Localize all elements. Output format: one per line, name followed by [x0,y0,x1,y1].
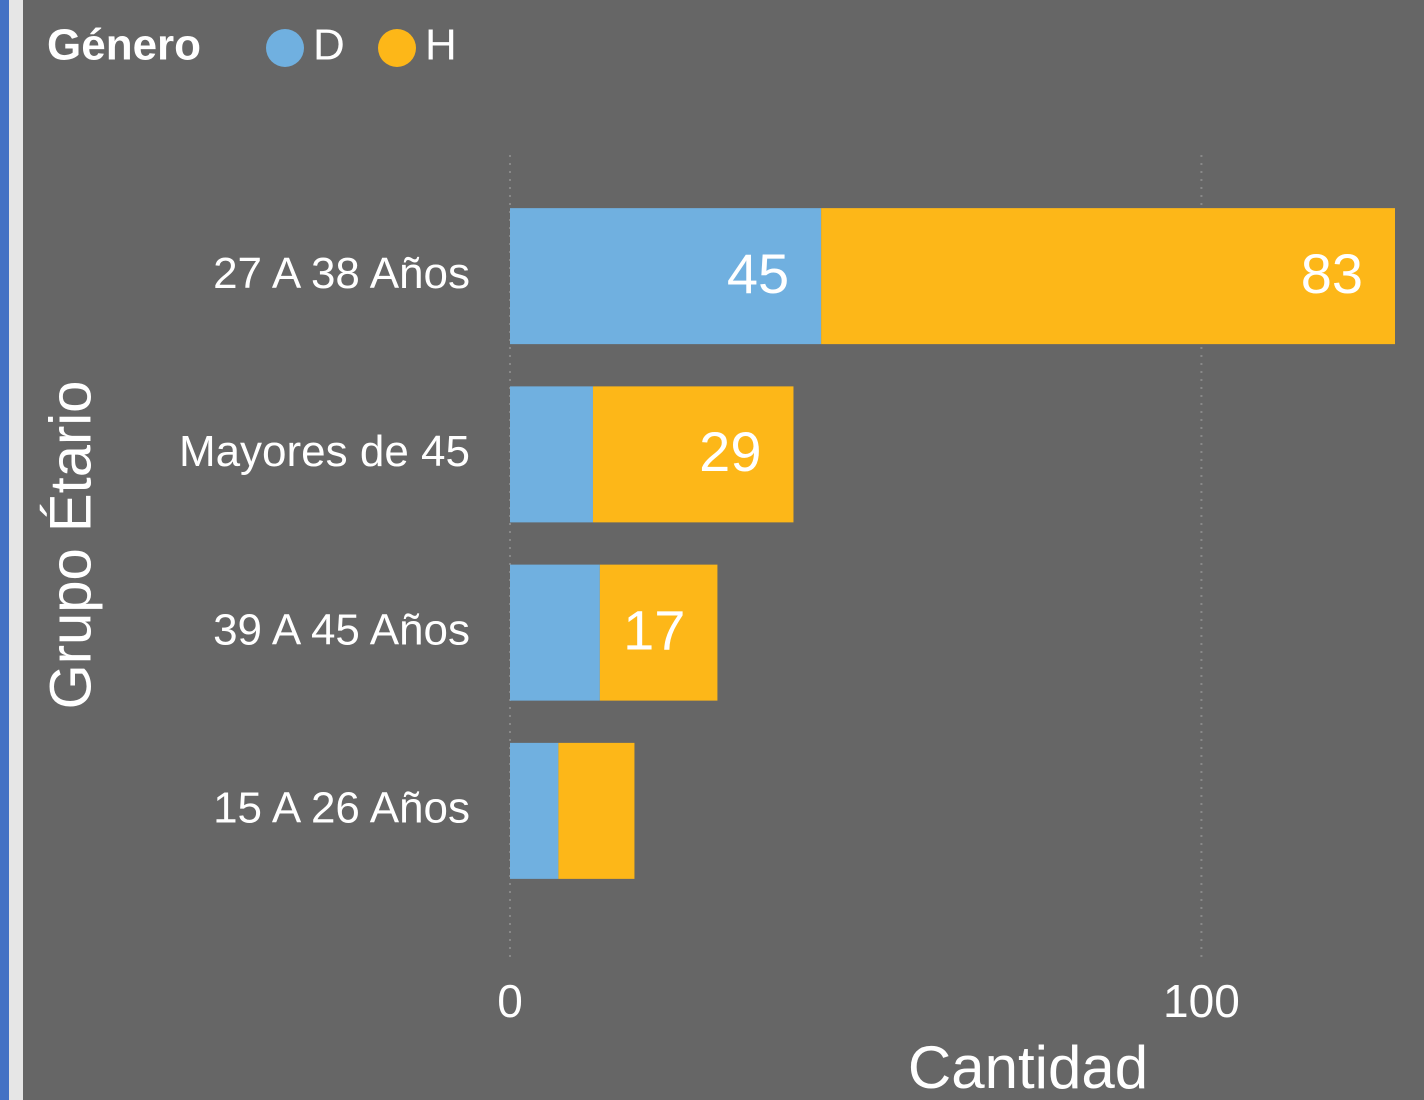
bar-segment [821,208,1395,345]
legend-title: Género [47,21,201,70]
data-label: 29 [699,420,761,483]
legend-label: H [425,21,457,70]
x-tick-label: 100 [1163,975,1240,1027]
bar-segment [592,386,794,523]
bar-segment [510,208,822,345]
bar-segment [599,564,718,701]
x-tick-label: 0 [497,975,523,1027]
legend-marker [266,29,304,67]
x-axis-title: Cantidad [908,1034,1148,1100]
y-tick-label: 27 A 38 Años [213,249,470,298]
bar-segment [510,564,600,701]
y-tick-label: 39 A 45 Años [213,605,470,654]
left-border [0,0,9,1100]
legend-marker [378,29,416,67]
bar-segment [510,386,593,523]
bar-segment [558,742,635,879]
y-tick-label: Mayores de 45 [179,427,470,476]
data-label: 17 [623,598,685,661]
y-tick-label: 15 A 26 Años [213,784,470,833]
left-gap [9,0,23,1100]
y-axis-title: Grupo Étario [38,381,103,710]
bar-segment [510,742,559,879]
legend-label: D [313,21,345,70]
data-label: 83 [1301,242,1363,305]
data-label: 45 [727,242,789,305]
